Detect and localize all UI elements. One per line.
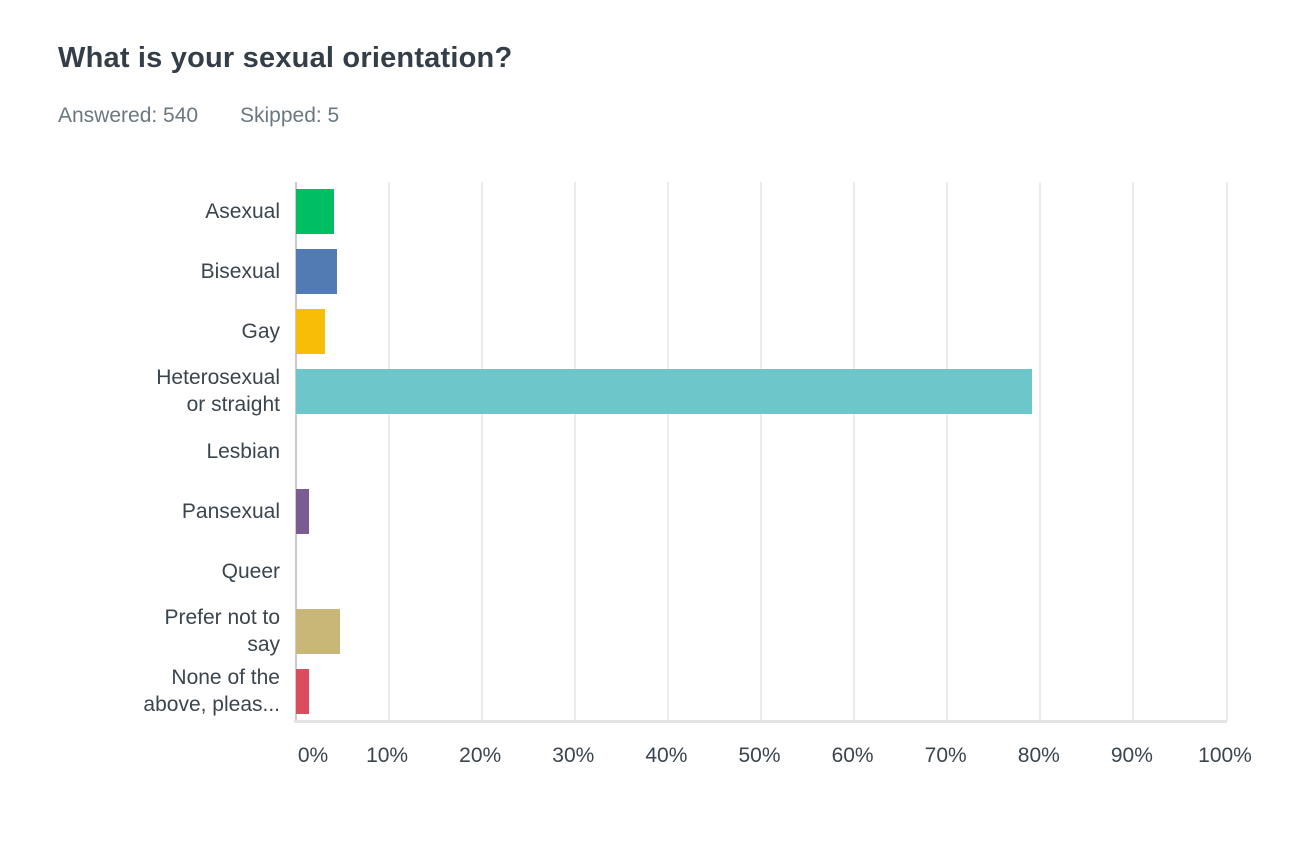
x-tick-label: 60% [831, 744, 874, 767]
category-label-bisexual: Bisexual [200, 259, 280, 283]
category-label-asexual: Asexual [205, 199, 280, 223]
gridline [573, 182, 576, 721]
x-tick-label: 40% [645, 744, 688, 767]
gridline [387, 182, 390, 721]
category-label-lesbian: Lesbian [206, 439, 280, 463]
category-label-heterosexual-or-straight: Heterosexual or straight [156, 366, 280, 416]
x-tick-label: 10% [366, 744, 409, 767]
bar-none-of-the-above-pleas [296, 668, 310, 714]
question-title: What is your sexual orientation? [58, 42, 513, 74]
x-tick-label: 100% [1198, 744, 1252, 767]
gridline [1225, 182, 1228, 721]
skipped-count: Skipped: 5 [240, 104, 340, 127]
category-label-none-of-the-above-pleas: None of the above, pleas... [143, 666, 280, 716]
x-tick-label: 80% [1017, 744, 1060, 767]
bar-asexual [296, 188, 335, 234]
gridline [480, 182, 483, 721]
category-label-gay: Gay [241, 319, 280, 343]
gridline [760, 182, 762, 721]
x-tick-label: 50% [738, 744, 781, 767]
x-tick-label: 90% [1110, 744, 1153, 767]
answered-count: Answered: 540 [58, 104, 199, 127]
gridline [853, 182, 856, 721]
response-stats: Answered: 540 Skipped: 5 [58, 104, 658, 128]
bar-bisexual [296, 248, 337, 294]
x-tick-label: 0% [297, 744, 329, 767]
bar-prefer-not-to-say [296, 608, 340, 654]
x-tick-label: 30% [552, 744, 595, 767]
gridline [1132, 182, 1135, 721]
category-label-queer: Queer [221, 559, 280, 583]
bar-pansexual [296, 488, 310, 534]
x-tick-label: 70% [924, 744, 967, 767]
category-label-prefer-not-to-say: Prefer not to say [164, 606, 280, 656]
bar-gay [296, 308, 325, 354]
gridline [946, 182, 949, 721]
category-label-pansexual: Pansexual [181, 499, 280, 523]
x-tick-label: 20% [459, 744, 502, 767]
y-axis-line [294, 182, 297, 721]
bar-heterosexual-or-straight [296, 368, 1033, 414]
gridline [1039, 182, 1042, 721]
x-axis-line [294, 720, 1227, 723]
gridline [666, 182, 669, 721]
